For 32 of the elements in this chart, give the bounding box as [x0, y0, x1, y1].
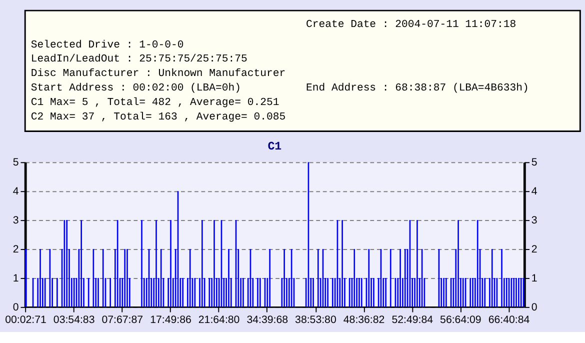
x-tick-label: 38:53:80: [295, 314, 336, 326]
text: LeadIn/LeadOut : 25:75:75/25:75:75: [30, 54, 248, 66]
text: C2 Max= 37 , Total= 163 , Average= 0.085: [30, 112, 286, 124]
x-tick-label: 34:39:68: [246, 314, 288, 326]
text: Start Address : 00:02:00 (LBA=0h): [30, 82, 241, 95]
text: C1 Max= 5 , Total= 482 , Average= 0.251: [30, 97, 280, 110]
x-tick-label: 56:64:09: [440, 314, 482, 326]
y-tick-label: 3: [12, 214, 19, 226]
y2-tick-label: 5: [531, 156, 538, 169]
x-tick-label: 48:36:82: [343, 314, 385, 326]
y-tick-label: 5: [12, 156, 19, 169]
y-tick-label: 0: [12, 301, 19, 314]
text: Selected Drive : 1-0-0-0: [30, 39, 184, 52]
chart-title: C1: [268, 140, 282, 154]
y-tick-label: 1: [12, 272, 19, 284]
y2-tick-label: 0: [531, 301, 538, 314]
y-tick-label: 4: [12, 185, 19, 198]
text: End Address : 68:38:87 (LBA=4B633h): [306, 82, 529, 95]
text: Create Date : 2004-07-11 11:07:18: [306, 18, 516, 31]
y2-tick-label: 4: [531, 185, 538, 198]
x-tick-label: 07:67:87: [102, 314, 144, 326]
x-tick-label: 52:49:84: [392, 314, 434, 326]
y-tick-label: 2: [12, 243, 19, 256]
x-tick-label: 17:49:86: [150, 314, 192, 326]
x-tick-label: 21:64:80: [198, 314, 240, 326]
y2-tick-label: 1: [531, 272, 538, 284]
x-tick-label: 00:02:71: [5, 314, 47, 326]
y2-tick-label: 2: [531, 243, 538, 256]
x-tick-label: 66:40:84: [488, 314, 530, 326]
y2-tick-label: 3: [531, 214, 538, 226]
text: Disc Manufacturer : Unknown Manufacturer: [30, 68, 286, 80]
x-tick-label: 03:54:83: [53, 314, 95, 326]
